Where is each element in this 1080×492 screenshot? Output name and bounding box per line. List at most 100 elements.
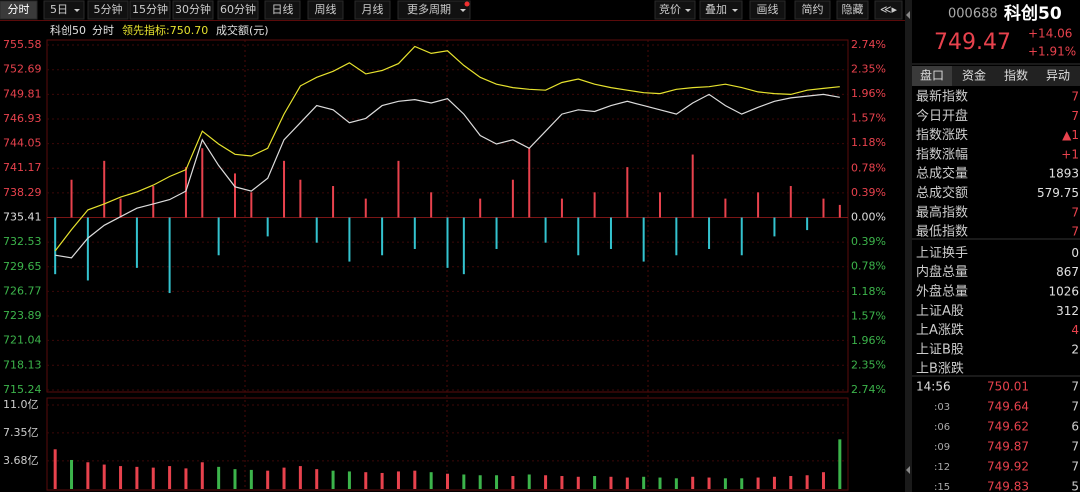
volume-bar [576, 476, 580, 489]
volume-bar [511, 476, 515, 489]
tab[interactable]: 指数 [1004, 68, 1028, 83]
stat-label: 内盘总量 [916, 264, 968, 280]
toolbar-button[interactable] [0, 0, 38, 20]
toolbar-label: 60分钟 [220, 2, 256, 16]
change-bar [283, 160, 286, 218]
volume-bar [380, 472, 384, 489]
quote-code: 000688 [948, 7, 998, 22]
toolbar-label: 隐藏 [842, 3, 864, 16]
volume-bar [658, 477, 662, 489]
change-bar [70, 179, 73, 218]
y-tick-label: 738.29 [3, 186, 42, 199]
stat-label: 指数涨幅 [916, 147, 968, 162]
toolbar-button[interactable] [264, 0, 301, 20]
y2-tick-label: 1.18% [851, 285, 886, 298]
change-bar [315, 217, 318, 243]
volume-bar [609, 476, 613, 489]
volume-bar [772, 476, 776, 489]
toolbar-label: 30分钟 [175, 2, 211, 16]
y2-tick-label: 0.78% [851, 260, 886, 273]
toolbar-button[interactable] [129, 0, 171, 20]
change-bar [86, 217, 89, 281]
y-tick-label: 718.13 [3, 358, 42, 371]
volume-bar [821, 472, 825, 489]
volume-bar [168, 466, 172, 489]
volume-bar [70, 459, 74, 489]
change-bar [708, 217, 711, 249]
y2-tick-label: 1.57% [851, 309, 886, 322]
toolbar-button[interactable] [172, 0, 214, 20]
volume-bar [396, 471, 400, 489]
change-bar [544, 217, 547, 243]
change-bar [740, 217, 743, 256]
volume-bar [282, 467, 286, 489]
trade-volume: 7 [1071, 400, 1079, 414]
toolbar-button[interactable] [749, 0, 786, 20]
trade-price: 749.92 [987, 460, 1029, 474]
toolbar-button[interactable] [354, 0, 391, 20]
y-tick-label: 715.24 [3, 383, 42, 396]
stat-value: 7 [1071, 205, 1079, 219]
y2-tick-label: 2.74% [851, 383, 886, 396]
trade-volume: 6 [1071, 420, 1079, 434]
toolbar-label: 5分钟 [94, 2, 123, 16]
y-tick-label: 746.93 [3, 112, 42, 125]
change-bar [250, 192, 253, 218]
tab[interactable]: 异动 [1046, 69, 1070, 83]
volume-bar [298, 466, 302, 489]
volume-bar [527, 474, 531, 489]
change-bar [806, 217, 809, 231]
notify-dot [464, 1, 470, 7]
stat-label: 最新指数 [916, 89, 968, 105]
volume-bar [102, 464, 106, 489]
change-bar [789, 186, 792, 218]
toolbar-button[interactable] [654, 0, 696, 20]
y-tick-label: 741.17 [3, 161, 42, 174]
volume-bar [740, 478, 744, 489]
change-bar [364, 198, 367, 218]
price-line [55, 93, 840, 259]
stat-label: 上证换手 [916, 246, 968, 261]
y2-tick-label: 0.39% [851, 186, 886, 199]
toolbar-button[interactable] [87, 0, 129, 20]
volume-bar [347, 471, 351, 489]
volume-bar [266, 470, 270, 489]
trade-volume: 7 [1071, 380, 1079, 394]
y2-tick-label: 0.39% [851, 235, 886, 248]
toolbar-button[interactable] [836, 0, 869, 20]
dropdown-arrow [460, 9, 466, 12]
volume-bar [674, 478, 678, 489]
volume-bar [184, 468, 188, 489]
volume-bar [560, 476, 564, 489]
volume-bar [625, 477, 629, 489]
stat-value: 4 [1071, 323, 1079, 337]
quote-pct: +1.91% [1028, 45, 1076, 59]
y2-tick-label: 2.35% [851, 358, 886, 371]
tab[interactable]: 盘口 [920, 68, 944, 83]
toolbar-button[interactable] [217, 0, 259, 20]
volume-tick-label: 3.68亿 [3, 454, 39, 467]
trade-time: :12 [934, 462, 950, 473]
change-bar [201, 148, 204, 218]
splitter[interactable] [905, 0, 912, 492]
y-tick-label: 732.53 [3, 235, 42, 248]
volume-bar [364, 472, 368, 489]
toolbar-button[interactable] [307, 0, 344, 20]
tab-active[interactable] [912, 66, 952, 86]
y-tick-label: 721.04 [3, 333, 42, 346]
toolbar-button[interactable] [43, 0, 85, 20]
toolbar-button[interactable] [874, 0, 903, 20]
tab-bar [912, 66, 1080, 86]
volume-bar [789, 476, 793, 489]
change-bar [103, 160, 106, 218]
trade-time: 14:56 [916, 380, 951, 394]
tab[interactable]: 资金 [962, 68, 986, 83]
toolbar-button[interactable] [397, 0, 471, 20]
toolbar-button[interactable] [794, 0, 831, 20]
stat-label: 外盘总量 [916, 284, 968, 300]
toolbar-button[interactable] [699, 0, 743, 20]
toolbar-label: 15分钟 [132, 2, 168, 16]
stat-value: 1893 [1048, 167, 1079, 181]
change-bar [332, 186, 335, 218]
volume-bar [462, 474, 466, 489]
